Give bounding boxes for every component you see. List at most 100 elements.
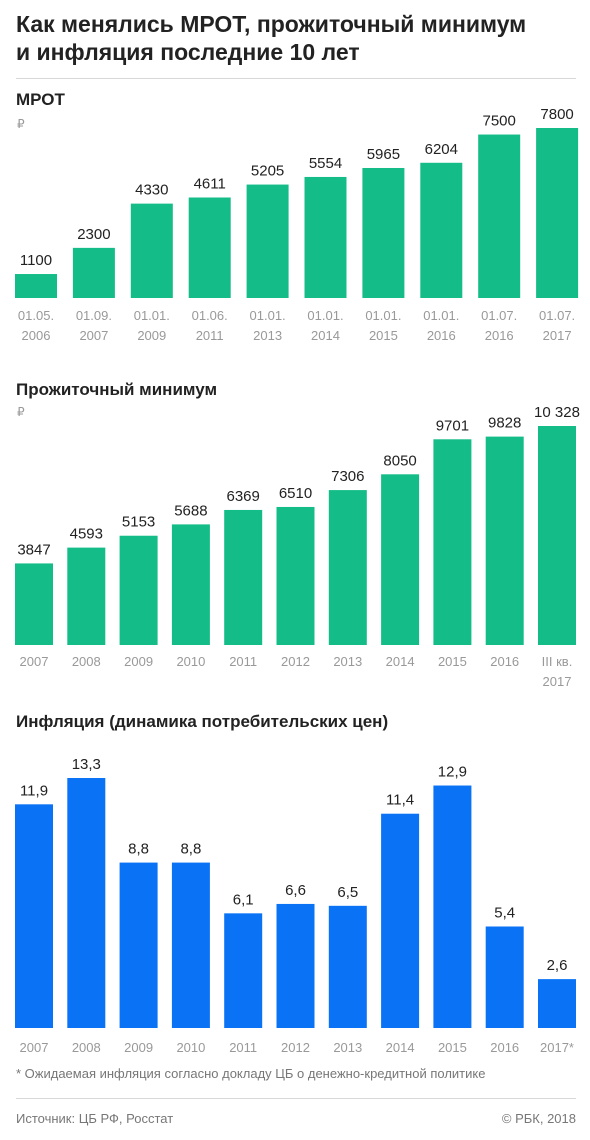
data-label-subsistence-8: 9701 xyxy=(436,417,469,434)
data-label-subsistence-3: 5688 xyxy=(174,502,207,519)
data-label-mrot-8: 7500 xyxy=(483,113,516,130)
data-label-mrot-5: 5554 xyxy=(309,155,342,172)
data-label-subsistence-10: 10 328 xyxy=(534,404,580,421)
bar-mrot-4 xyxy=(246,184,289,298)
chart-mrot-svg: 1100 01.05. 2006 2300 01.09. 2007 4330 01.01. 20… xyxy=(15,106,579,343)
bar-mrot-0 xyxy=(15,274,57,298)
tick-label-mrot-3-1: 2011 xyxy=(196,328,224,343)
tick-label-mrot-0-0: 01.05. xyxy=(18,308,54,323)
data-label-mrot-1: 2300 xyxy=(77,226,110,243)
data-label-subsistence-6: 7306 xyxy=(331,468,364,485)
tick-label-subsistence-10-1: 2017 xyxy=(543,674,572,689)
bar-inflation-9 xyxy=(485,926,524,1028)
data-label-mrot-3: 4611 xyxy=(194,176,226,193)
chart-unit-mrot: ₽ xyxy=(17,117,25,131)
bar-inflation-7 xyxy=(381,813,420,1028)
chart-mrot: 1100 01.05. 2006 2300 01.09. 2007 4330 01.01. 20… xyxy=(0,0,590,350)
bar-subsistence-7 xyxy=(381,474,420,645)
tick-label-inflation-9-0: 2016 xyxy=(490,1040,519,1055)
chart-title-inflation: Инфляция (динамика потребительских цен) xyxy=(16,712,389,731)
tick-label-mrot-1-1: 2007 xyxy=(79,328,108,343)
data-label-mrot-6: 5965 xyxy=(367,146,400,163)
data-label-mrot-0: 1100 xyxy=(20,252,52,269)
bar-inflation-4 xyxy=(224,913,263,1028)
bar-subsistence-5 xyxy=(276,506,315,645)
tick-label-mrot-4-1: 2013 xyxy=(253,328,282,343)
tick-label-mrot-2-1: 2009 xyxy=(137,328,166,343)
tick-label-mrot-2-0: 01.01. xyxy=(134,308,170,323)
tick-label-subsistence-7-0: 2014 xyxy=(386,654,415,669)
tick-label-mrot-8-1: 2016 xyxy=(485,328,514,343)
page-title-line-2: и инфляция последние 10 лет xyxy=(16,39,360,65)
chart-title-subsistence: Прожиточный минимум xyxy=(16,380,218,399)
tick-label-inflation-1-0: 2008 xyxy=(72,1040,101,1055)
data-label-inflation-7: 11,4 xyxy=(386,792,414,809)
bar-subsistence-8 xyxy=(433,439,472,645)
tick-label-inflation-10-0: 2017* xyxy=(540,1040,574,1055)
data-label-subsistence-9: 9828 xyxy=(488,415,521,432)
chart-unit-subsistence: ₽ xyxy=(17,405,25,419)
bar-inflation-5 xyxy=(276,903,315,1028)
tick-label-inflation-5-0: 2012 xyxy=(281,1040,310,1055)
data-label-subsistence-2: 5153 xyxy=(122,514,155,531)
data-label-mrot-2: 4330 xyxy=(135,182,168,199)
bar-mrot-5 xyxy=(304,176,347,298)
data-label-subsistence-5: 6510 xyxy=(279,485,312,502)
data-label-inflation-8: 12,9 xyxy=(438,764,467,781)
tick-label-subsistence-0-0: 2007 xyxy=(20,654,49,669)
bar-inflation-3 xyxy=(171,862,210,1028)
tick-label-subsistence-8-0: 2015 xyxy=(438,654,467,669)
tick-label-mrot-7-1: 2016 xyxy=(427,328,456,343)
tick-label-inflation-4-0: 2011 xyxy=(229,1040,257,1055)
tick-label-mrot-5-1: 2014 xyxy=(311,328,340,343)
tick-label-subsistence-9-0: 2016 xyxy=(490,654,519,669)
data-label-inflation-0: 11,9 xyxy=(20,782,48,799)
data-label-subsistence-0: 3847 xyxy=(17,541,50,558)
bar-inflation-0 xyxy=(15,804,53,1028)
bar-mrot-2 xyxy=(130,203,173,298)
chart-inflation: 11,9 2007 13,3 2008 8,8 2009 8,8 2010 6,1 2011 6,6… xyxy=(15,756,576,1055)
tick-label-mrot-9-1: 2017 xyxy=(543,328,572,343)
data-label-inflation-5: 6,6 xyxy=(285,882,306,899)
tick-label-mrot-0-1: 2006 xyxy=(22,328,51,343)
tick-label-mrot-9-0: 01.07. xyxy=(539,308,575,323)
bar-subsistence-0 xyxy=(15,563,53,645)
source-note: Источник: ЦБ РФ, Росстат xyxy=(16,1111,174,1126)
bar-subsistence-6 xyxy=(328,490,367,645)
data-label-mrot-9: 7800 xyxy=(540,106,573,123)
tick-label-mrot-4-0: 01.01. xyxy=(250,308,286,323)
chart-subsistence-svg: 3847 2007 4593 2008 5153 2009 5688 2010 6369 2011… xyxy=(15,404,580,689)
tick-label-subsistence-5-0: 2012 xyxy=(281,654,310,669)
tick-label-subsistence-6-0: 2013 xyxy=(333,654,362,669)
bar-mrot-6 xyxy=(362,167,405,298)
tick-label-mrot-1-0: 01.09. xyxy=(76,308,112,323)
tick-label-inflation-0-0: 2007 xyxy=(20,1040,49,1055)
bar-inflation-1 xyxy=(67,778,106,1028)
bar-inflation-6 xyxy=(328,905,367,1028)
bar-mrot-7 xyxy=(420,162,463,298)
chart-title-mrot: МРОТ xyxy=(16,90,65,109)
data-label-mrot-7: 6204 xyxy=(425,141,458,158)
chart-inflation-svg: 11,9 2007 13,3 2008 8,8 2009 8,8 2010 6,1 2011 6,6… xyxy=(15,756,576,1055)
tick-label-inflation-3-0: 2010 xyxy=(176,1040,205,1055)
tick-label-subsistence-4-0: 2011 xyxy=(229,654,257,669)
tick-label-subsistence-3-0: 2010 xyxy=(176,654,205,669)
tick-label-subsistence-2-0: 2009 xyxy=(124,654,153,669)
tick-label-mrot-3-0: 01.06. xyxy=(192,308,228,323)
copyright: © РБК, 2018 xyxy=(501,1111,576,1126)
tick-label-mrot-8-0: 01.07. xyxy=(481,308,517,323)
bar-subsistence-9 xyxy=(485,436,524,645)
tick-label-inflation-6-0: 2013 xyxy=(333,1040,362,1055)
bar-mrot-1 xyxy=(72,247,115,298)
data-label-inflation-10: 2,6 xyxy=(547,957,568,974)
tick-label-mrot-5-0: 01.01. xyxy=(307,308,343,323)
bar-subsistence-4 xyxy=(224,509,263,645)
chart-subsistence: 3847 2007 4593 2008 5153 2009 5688 2010 6369 2011… xyxy=(15,404,580,689)
tick-label-subsistence-1-0: 2008 xyxy=(72,654,101,669)
data-label-inflation-3: 8,8 xyxy=(180,841,201,858)
bar-inflation-10 xyxy=(538,979,576,1028)
data-label-subsistence-1: 4593 xyxy=(70,526,103,543)
bar-mrot-8 xyxy=(478,134,521,298)
title-divider xyxy=(16,78,576,79)
bar-mrot-9 xyxy=(536,128,579,298)
